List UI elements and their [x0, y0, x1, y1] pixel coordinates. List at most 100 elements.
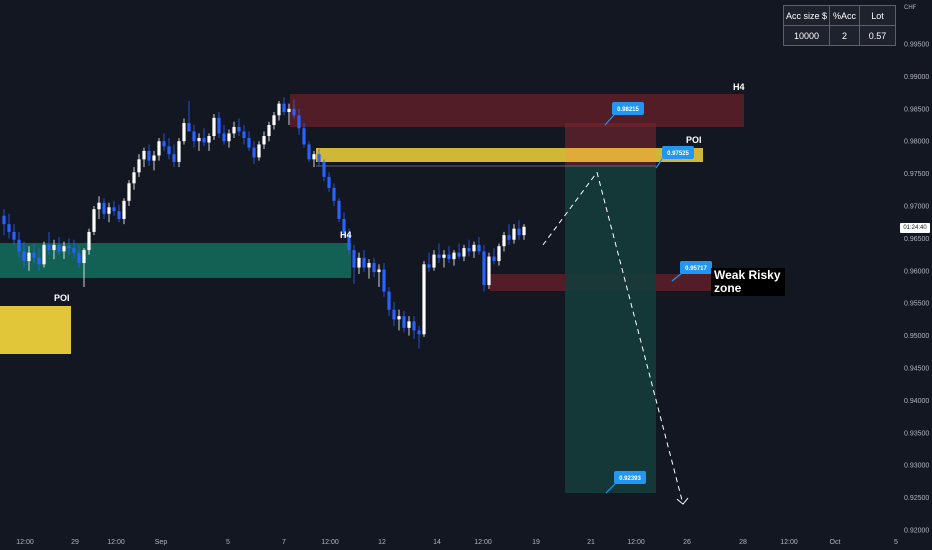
candle: [452, 250, 456, 266]
candle: [207, 133, 211, 151]
candle: [52, 239, 56, 260]
candle: [157, 137, 161, 161]
candle: [202, 128, 206, 147]
y-tick-label: 0.98500: [904, 106, 929, 113]
candle: [217, 112, 221, 138]
candle: [227, 129, 231, 148]
x-tick-label: 5: [894, 539, 898, 546]
candle: [442, 250, 446, 268]
candle: [67, 238, 71, 255]
candle: [482, 244, 486, 292]
x-tick-label: Sep: [155, 539, 168, 546]
y-tick-label: 0.96000: [904, 268, 929, 275]
candle: [232, 121, 236, 138]
x-tick-label: 12:00: [16, 539, 34, 546]
x-tick-label: 7: [282, 539, 286, 546]
candle: [307, 141, 311, 162]
candle: [377, 264, 381, 287]
candle: [432, 250, 436, 271]
candle: [382, 263, 386, 297]
candle: [2, 209, 6, 236]
table-cell: 10000: [783, 25, 830, 46]
candle: [437, 243, 441, 264]
candle: [402, 310, 406, 333]
table-header: %Acc: [829, 5, 860, 26]
x-tick-label: 21: [587, 539, 595, 546]
candle: [477, 237, 481, 255]
candle: [37, 248, 41, 271]
x-tick-label: 12:00: [474, 539, 492, 546]
projection-path: [542, 172, 689, 505]
y-tick-label: 0.95500: [904, 301, 929, 308]
candle: [492, 248, 496, 265]
candle: [112, 200, 116, 216]
candle: [412, 316, 416, 339]
x-tick-label: 29: [71, 539, 79, 546]
candle: [472, 241, 476, 258]
candle: [327, 172, 331, 192]
candle: [332, 183, 336, 206]
h4-top-label: H4: [733, 82, 745, 92]
table-cell: 2: [829, 25, 860, 46]
h4-mid-label: H4: [340, 230, 352, 240]
y-tick-label: 0.92000: [904, 528, 929, 535]
x-axis: 12:00 29 12:00 Sep 5 7 12:00 12 14 12:00 19 21 12:00…: [16, 539, 898, 546]
table-header: Acc size $: [783, 5, 830, 26]
candle: [172, 144, 176, 168]
candle: [357, 252, 361, 275]
candle: [62, 241, 66, 260]
callout-weak[interactable]: 0.95717: [671, 261, 712, 282]
candle: [42, 241, 46, 268]
y-tick-label: 0.99500: [904, 42, 929, 49]
poi-right-label: POI: [686, 135, 702, 145]
candle: [362, 250, 366, 273]
position-size-table: Acc size $ %Acc Lot 10000 2 0.57: [783, 5, 896, 46]
weak-risky-label-box: [711, 268, 785, 296]
y-axis: 0.99500 0.99000 0.98500 0.98000 0.97500 0.970…: [904, 42, 929, 535]
candle: [92, 206, 96, 236]
candle: [247, 131, 251, 151]
callout-upper[interactable]: 0.98215: [604, 102, 644, 126]
candle: [387, 287, 391, 317]
candle: [407, 316, 411, 336]
projection-up: [542, 172, 598, 246]
currency-label: CHF: [904, 5, 917, 11]
candle: [392, 301, 396, 326]
candle: [487, 252, 491, 289]
candle: [27, 246, 31, 271]
candle: [87, 228, 91, 255]
callout-target[interactable]: 0.92393: [605, 471, 646, 494]
poi-left-label: POI: [54, 293, 70, 303]
candle: [347, 228, 351, 255]
candle: [237, 118, 241, 137]
candle: [277, 101, 281, 121]
candle: [292, 99, 296, 119]
candle: [397, 309, 401, 331]
callout-poi[interactable]: 0.97525: [655, 146, 694, 169]
candle: [17, 231, 21, 258]
candle: [102, 198, 106, 219]
y-tick-label: 0.95000: [904, 333, 929, 340]
callout-weak-text: 0.95717: [685, 266, 707, 272]
candle: [182, 118, 186, 145]
candle: [127, 180, 131, 206]
candle: [352, 244, 356, 284]
candle: [372, 257, 376, 278]
candle: [222, 125, 226, 145]
candle: [497, 243, 501, 266]
y-tick-label: 0.93000: [904, 463, 929, 470]
candle: [267, 121, 271, 142]
candle: [447, 246, 451, 264]
current-price-tag: 01:24:40: [900, 223, 930, 233]
candle: [427, 252, 431, 273]
table-row: 10000 2 0.57: [783, 25, 896, 46]
x-tick-label: 19: [532, 539, 540, 546]
candle: [502, 231, 506, 252]
x-tick-label: 5: [226, 539, 230, 546]
callout-target-text: 0.92393: [619, 476, 641, 482]
candle: [317, 148, 321, 166]
candle: [312, 150, 316, 168]
candle: [137, 154, 141, 177]
x-tick-label: 28: [739, 539, 747, 546]
